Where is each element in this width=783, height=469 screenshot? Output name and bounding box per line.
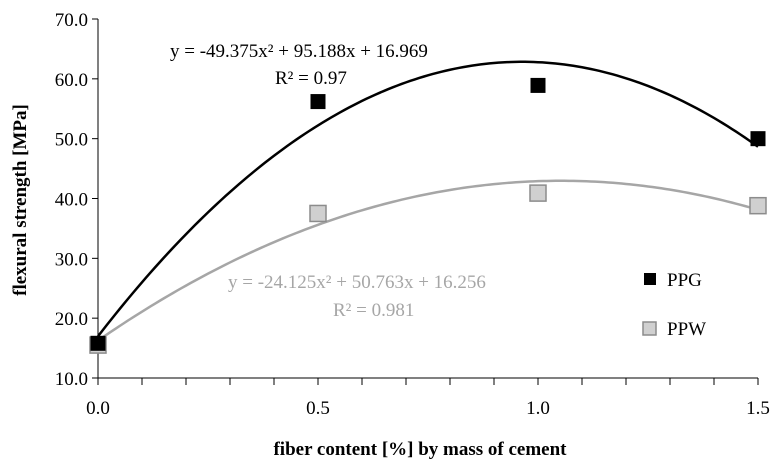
- x-tick-label: 0.5: [306, 398, 330, 419]
- point-ppw: [309, 204, 327, 223]
- y-tick-label: 50.0: [55, 130, 88, 151]
- y-tick-label: 10.0: [55, 369, 88, 390]
- point-ppg: [310, 94, 326, 110]
- y-axis-title: flexural strength [MPa]: [10, 104, 31, 296]
- ppw-r2: R² = 0.981: [333, 300, 414, 321]
- point-ppw: [749, 196, 767, 215]
- legend-marker-ppg: [644, 273, 656, 285]
- y-tick-label: 40.0: [55, 190, 88, 211]
- point-ppg: [90, 335, 106, 351]
- x-axis-title: fiber content [%] by mass of cement: [273, 439, 567, 460]
- legend-marker-ppw: [642, 321, 657, 336]
- y-tick-label: 20.0: [55, 309, 88, 330]
- y-tick-labels: 10.0 20.0 30.0 40.0 50.0 60.0 70.0: [55, 10, 88, 390]
- data-points: [89, 77, 767, 354]
- x-tick-labels: 0.0 0.5 1.0 1.5: [86, 398, 770, 419]
- ppg-equation: y = -49.375x² + 95.188x + 16.969: [170, 41, 428, 62]
- point-ppg: [530, 77, 546, 93]
- point-ppw: [529, 184, 547, 202]
- x-tick-label: 0.0: [86, 398, 110, 419]
- ppw-equation: y = -24.125x² + 50.763x + 16.256: [228, 272, 486, 293]
- axes: [92, 18, 759, 385]
- y-tick-label: 30.0: [55, 249, 88, 270]
- legend-label-ppg: PPG: [667, 270, 702, 291]
- x-tick-label: 1.5: [746, 398, 770, 419]
- y-tick-label: 60.0: [55, 70, 88, 91]
- trendline-ppg: [97, 60, 759, 338]
- x-tick-label: 1.0: [526, 398, 550, 419]
- y-tick-label: 70.0: [55, 10, 88, 31]
- trendlines: [97, 60, 759, 342]
- point-ppg: [750, 131, 766, 147]
- ppg-r2: R² = 0.97: [275, 68, 347, 89]
- legend-label-ppw: PPW: [667, 319, 706, 340]
- trendline-ppw: [97, 179, 759, 342]
- legend: PPG PPW: [642, 270, 706, 340]
